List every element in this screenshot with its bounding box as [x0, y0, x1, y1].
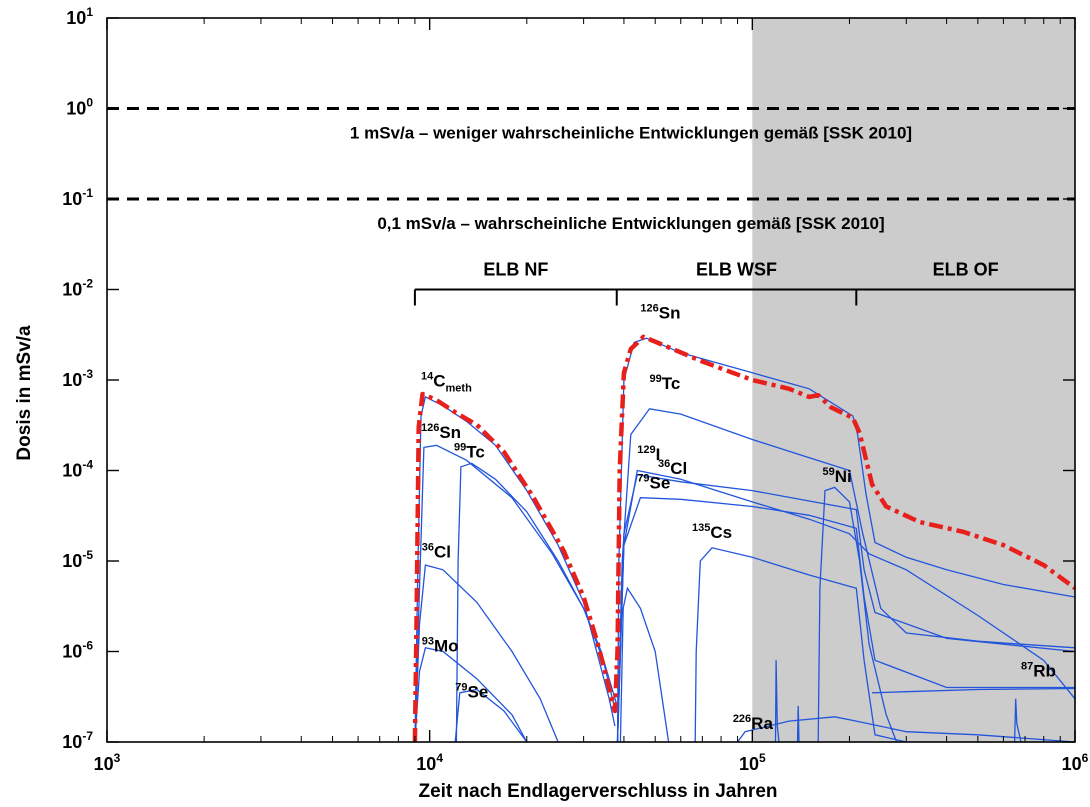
series-line	[414, 395, 616, 742]
nuclide-label: 93Mo	[422, 636, 459, 656]
x-tick-label: 103	[94, 751, 121, 774]
y-tick-label: 100	[66, 96, 93, 119]
plot-area	[106, 17, 1076, 743]
x-tick-label: 105	[739, 751, 766, 774]
y-tick-label: 101	[66, 5, 93, 28]
series-line	[454, 688, 528, 742]
series-line	[737, 716, 1075, 742]
y-tick-label: 10-7	[62, 729, 93, 752]
nuclide-label: 226Ra	[733, 713, 774, 733]
series-line	[796, 705, 800, 742]
series-line	[817, 486, 898, 742]
nuclide-label: 36Cl	[658, 458, 687, 478]
series-line	[616, 408, 1075, 742]
series-line	[619, 586, 670, 742]
series-line	[774, 660, 780, 742]
y-axis-title: Dosis in mSv/a	[14, 325, 35, 461]
y-tick-label: 10-1	[62, 186, 93, 209]
y-tick-label: 10-2	[62, 277, 93, 300]
phase-label: ELB NF	[483, 260, 548, 280]
x-axis-title: Zeit nach Endlagerverschluss in Jahren	[418, 781, 777, 802]
nuclide-label: 99Tc	[454, 441, 485, 461]
nuclide-label: 129I	[637, 444, 660, 464]
nuclide-label: 135Cs	[692, 522, 732, 542]
x-tick-label: 104	[416, 751, 443, 774]
series-line	[616, 469, 1075, 742]
phase-label: ELB WSF	[696, 260, 777, 280]
y-tick-label: 10-4	[62, 458, 93, 481]
series-line	[872, 687, 1075, 694]
series-line	[694, 547, 907, 742]
nuclide-label: 126Sn	[421, 422, 461, 442]
reference-label: 0,1 mSv/a – wahrscheinliche Entwicklunge…	[377, 214, 884, 233]
nuclide-label: 59Ni	[823, 466, 852, 486]
y-tick-label: 10-5	[62, 548, 93, 571]
reference-label: 1 mSv/a – weniger wahrscheinliche Entwic…	[350, 124, 912, 143]
shaded-region	[752, 18, 1075, 742]
nuclide-label: 14Cmeth	[421, 370, 472, 394]
y-tick-label: 10-6	[62, 639, 93, 662]
series-line	[616, 497, 1075, 742]
nuclide-label: 79Se	[637, 473, 670, 493]
annotation-layer: 1 mSv/a – weniger wahrscheinliche Entwic…	[62, 5, 1088, 774]
nuclide-label: 79Se	[455, 682, 488, 702]
y-tick-label: 10-3	[62, 367, 93, 390]
phase-label: ELB OF	[933, 260, 999, 280]
series-line	[414, 647, 528, 742]
series-group	[412, 334, 1075, 742]
nuclide-label: 36Cl	[422, 541, 451, 561]
series-line	[1013, 698, 1022, 742]
nuclide-label: 126Sn	[640, 302, 680, 322]
nuclide-label: 99Tc	[649, 373, 680, 393]
x-tick-label: 106	[1062, 751, 1089, 774]
series-line	[414, 444, 618, 742]
nuclide-label: 87Rb	[1021, 660, 1056, 680]
total-dose-line	[412, 334, 1075, 742]
series-line	[414, 564, 559, 742]
